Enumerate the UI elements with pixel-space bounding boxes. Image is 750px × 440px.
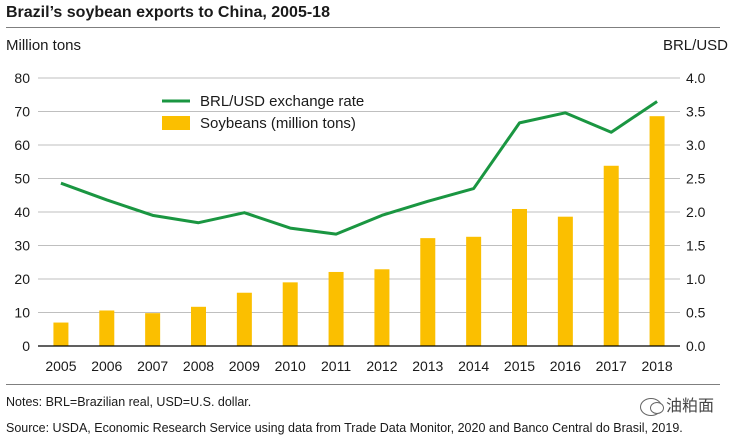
left-tick-label: 40	[14, 204, 30, 220]
right-tick-label: 4.0	[686, 70, 706, 86]
right-tick-label: 2.5	[686, 171, 706, 187]
x-tick-label: 2006	[91, 358, 122, 374]
left-axis-label: Million tons	[6, 37, 82, 54]
x-tick-label: 2005	[45, 358, 76, 374]
x-tick-label: 2010	[275, 358, 306, 374]
right-tick-label: 2.0	[686, 204, 706, 220]
x-tick-label: 2008	[183, 358, 214, 374]
right-tick-label: 0.0	[686, 338, 706, 354]
watermark-text: 油粕面	[666, 398, 715, 415]
exchange-rate-line	[60, 100, 658, 236]
right-tick-label: 3.5	[686, 104, 706, 120]
soybean-bar	[53, 322, 69, 346]
top-rule	[6, 27, 720, 28]
gridlines	[38, 77, 680, 313]
soybean-bar	[420, 238, 436, 346]
x-tick-label: 2014	[458, 358, 489, 374]
legend: BRL/USD exchange rate Soybeans (million …	[162, 93, 364, 132]
soybean-bar	[466, 236, 482, 346]
left-tick-label: 70	[14, 104, 30, 120]
soybean-bar	[557, 216, 573, 346]
bottom-rule	[6, 384, 720, 385]
left-tick-label: 0	[22, 338, 30, 354]
exchange-rate-polyline	[60, 100, 658, 236]
left-tick-label: 80	[14, 70, 30, 86]
soybean-bar	[603, 165, 619, 346]
x-tick-label: 2015	[504, 358, 535, 374]
left-tick-label: 20	[14, 271, 30, 287]
right-tick-label: 0.5	[686, 305, 706, 321]
axes: 0 0.0 10 0.5 20 1.0 30 1.5 40 2.0 50 2.5 60 3.0 70 3.5 8…	[14, 70, 705, 374]
x-tick-label: 2009	[229, 358, 260, 374]
left-tick-label: 50	[14, 171, 30, 187]
watermark: 油粕面	[640, 392, 714, 416]
soybean-bar	[649, 116, 665, 346]
left-tick-label: 60	[14, 137, 30, 153]
soybean-bar	[282, 282, 298, 346]
x-tick-label: 2007	[137, 358, 168, 374]
right-tick-label: 1.5	[686, 238, 706, 254]
right-tick-label: 1.0	[686, 271, 706, 287]
x-tick-label: 2011	[321, 358, 351, 374]
x-tick-label: 2017	[596, 358, 627, 374]
left-tick-label: 30	[14, 238, 30, 254]
chart-notes: Notes: BRL=Brazilian real, USD=U.S. doll…	[6, 395, 252, 409]
soybean-bar	[145, 313, 161, 346]
right-axis-label: BRL/USD	[662, 37, 728, 54]
soybean-bar	[328, 271, 344, 346]
chart-source: Source: USDA, Economic Research Service …	[6, 421, 683, 435]
x-tick-label: 2012	[366, 358, 397, 374]
soybean-bar	[512, 208, 527, 346]
legend-bar-swatch	[162, 116, 190, 130]
soybean-bar	[191, 306, 206, 346]
legend-label-exchange-rate: BRL/USD exchange rate	[200, 93, 364, 110]
x-tick-label: 2013	[412, 358, 443, 374]
x-tick-label: 2016	[550, 358, 581, 374]
soybean-bar	[374, 269, 390, 346]
right-tick-label: 3.0	[686, 137, 706, 153]
chart-title: Brazil’s soybean exports to China, 2005-…	[6, 4, 330, 21]
legend-label-soybeans: Soybeans (million tons)	[200, 115, 356, 132]
left-tick-label: 10	[14, 305, 30, 321]
wechat-icon	[640, 397, 664, 416]
soybean-bar	[236, 292, 252, 346]
soybean-bars	[53, 116, 665, 346]
soybean-bar	[99, 310, 115, 346]
x-tick-label: 2018	[641, 358, 672, 374]
